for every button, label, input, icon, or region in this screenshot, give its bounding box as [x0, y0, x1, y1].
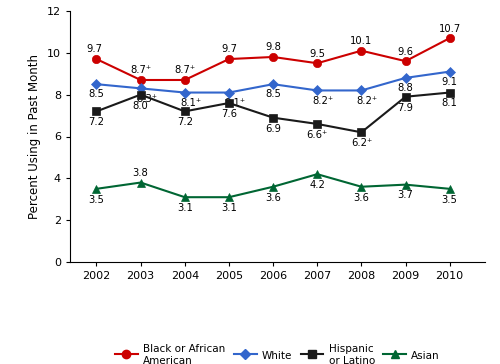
Text: 9.1: 9.1 [442, 77, 458, 87]
Y-axis label: Percent Using in Past Month: Percent Using in Past Month [28, 54, 42, 219]
Text: 8.2⁺: 8.2⁺ [356, 96, 378, 106]
Text: 6.6⁺: 6.6⁺ [306, 130, 328, 140]
Text: 3.5: 3.5 [442, 195, 458, 205]
Text: 8.8: 8.8 [398, 83, 413, 93]
Text: 9.7: 9.7 [221, 44, 237, 55]
Text: 8.1⁺: 8.1⁺ [180, 98, 201, 108]
Text: 9.8: 9.8 [265, 42, 281, 52]
Text: 7.6: 7.6 [221, 109, 237, 119]
Text: 9.6: 9.6 [398, 47, 413, 56]
Text: 8.2⁺: 8.2⁺ [312, 96, 334, 106]
Text: 8.3⁺: 8.3⁺ [136, 94, 157, 104]
Text: 8.7⁺: 8.7⁺ [130, 66, 151, 75]
Text: 6.2⁺: 6.2⁺ [351, 138, 372, 148]
Text: 7.9: 7.9 [398, 103, 413, 112]
Text: 10.7: 10.7 [438, 24, 461, 33]
Text: 10.1: 10.1 [350, 36, 372, 46]
Text: 7.2: 7.2 [177, 117, 193, 127]
Text: 8.1⁺: 8.1⁺ [224, 98, 245, 108]
Text: 3.7: 3.7 [398, 190, 413, 201]
Text: 8.5: 8.5 [88, 90, 104, 99]
Text: 9.7: 9.7 [86, 44, 102, 55]
Text: 3.6: 3.6 [265, 193, 281, 203]
Text: 8.7⁺: 8.7⁺ [174, 66, 196, 75]
Text: 7.2: 7.2 [88, 117, 104, 127]
Text: 6.9: 6.9 [265, 123, 281, 134]
Text: 8.0: 8.0 [133, 100, 148, 111]
Text: 3.1: 3.1 [221, 203, 237, 213]
Text: 3.6: 3.6 [354, 193, 370, 203]
Legend: Black or African
American, White, Hispanic
or Latino, Asian: Black or African American, White, Hispan… [111, 340, 444, 364]
Text: 3.1: 3.1 [177, 203, 192, 213]
Text: 3.8: 3.8 [133, 168, 148, 178]
Text: 3.5: 3.5 [88, 195, 104, 205]
Text: 8.5: 8.5 [265, 90, 281, 99]
Text: 4.2: 4.2 [310, 180, 325, 190]
Text: 8.1: 8.1 [442, 98, 458, 108]
Text: 9.5: 9.5 [309, 49, 325, 59]
